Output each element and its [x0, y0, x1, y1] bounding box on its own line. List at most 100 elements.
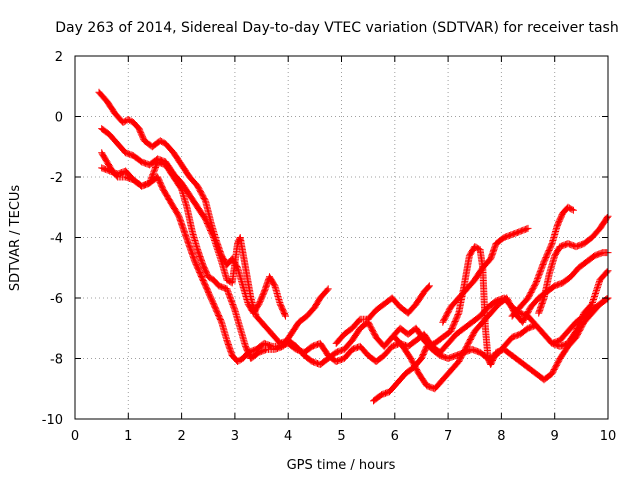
data-point	[527, 295, 542, 311]
data-point	[516, 325, 531, 338]
data-point	[284, 339, 299, 353]
data-point	[463, 277, 478, 293]
data-point	[130, 119, 142, 132]
data-point	[439, 304, 454, 326]
data-point	[266, 273, 278, 289]
data-point	[247, 349, 262, 362]
data-point	[524, 280, 539, 302]
data-marks	[95, 88, 612, 405]
data-point	[340, 347, 355, 362]
data-point	[239, 282, 252, 306]
data-point	[186, 243, 198, 264]
data-point	[447, 359, 462, 375]
data-point	[202, 215, 217, 240]
x-tick-label: 10	[600, 429, 617, 444]
y-tick-label: -2	[50, 171, 63, 186]
data-point	[364, 307, 379, 323]
data-point	[247, 294, 260, 319]
data-point	[553, 211, 566, 229]
data-point	[183, 203, 196, 234]
data-point	[535, 295, 548, 317]
data-point	[425, 282, 433, 290]
x-tick-label: 4	[284, 429, 292, 444]
data-point	[103, 97, 118, 116]
data-point	[431, 377, 446, 393]
data-point	[402, 364, 416, 378]
data-point	[479, 256, 494, 272]
data-point	[588, 277, 603, 308]
data-point	[106, 131, 121, 147]
data-point	[164, 194, 177, 210]
data-point	[199, 261, 212, 279]
series-trace-4	[98, 149, 612, 365]
data-point	[170, 173, 185, 192]
data-point	[372, 352, 387, 365]
y-axis-ticks: 2 0 -2 -4 -6 -8 -10	[42, 50, 608, 428]
data-point	[194, 246, 206, 267]
data-point	[124, 116, 136, 126]
data-point	[471, 243, 483, 253]
data-point	[204, 273, 216, 283]
y-tick-label: 0	[55, 111, 63, 126]
data-point	[156, 137, 168, 147]
data-point	[564, 203, 576, 213]
data-point	[316, 286, 331, 302]
series-trace-2	[98, 125, 612, 368]
data-point	[159, 185, 171, 201]
x-tick-label: 7	[444, 429, 452, 444]
data-point	[532, 259, 547, 287]
data-point	[191, 258, 204, 276]
data-point	[178, 179, 193, 198]
data-point	[332, 331, 347, 347]
data-point	[186, 191, 201, 210]
data-point	[420, 283, 433, 296]
data-point	[372, 301, 387, 314]
data-point	[436, 341, 451, 356]
data-point	[540, 371, 555, 384]
data-point	[556, 344, 571, 362]
x-tick-label: 0	[71, 429, 79, 444]
data-point	[218, 318, 230, 343]
data-point	[551, 244, 563, 260]
y-tick-label: 2	[55, 50, 63, 65]
data-point	[492, 234, 507, 248]
data-point	[460, 319, 475, 332]
data-point	[572, 320, 587, 341]
data-point	[114, 140, 129, 156]
data-point	[98, 164, 112, 174]
data-point	[407, 355, 422, 376]
data-point	[98, 149, 110, 165]
x-tick-label: 3	[231, 429, 239, 444]
data-point	[439, 368, 454, 384]
series-trace-7	[332, 282, 433, 347]
data-point	[447, 295, 462, 311]
data-point	[479, 310, 494, 326]
data-point	[548, 223, 561, 248]
data-point	[508, 228, 523, 238]
data-point	[186, 173, 201, 189]
data-point	[516, 295, 531, 311]
data-point	[540, 330, 555, 346]
data-point	[460, 253, 473, 290]
data-point	[234, 264, 246, 288]
data-point	[519, 304, 534, 326]
data-point	[596, 268, 611, 284]
data-point	[162, 140, 177, 156]
data-point	[210, 234, 225, 264]
data-point	[559, 274, 573, 287]
data-point	[223, 336, 236, 358]
y-axis-label: SDTVAR / TECUs	[8, 185, 23, 292]
data-point	[340, 325, 355, 338]
data-point	[236, 324, 249, 349]
y-tick-label: -4	[50, 232, 63, 247]
data-point	[468, 313, 483, 326]
data-point	[399, 342, 414, 361]
data-point	[239, 350, 251, 362]
data-point	[178, 161, 193, 180]
data-point	[583, 253, 597, 266]
data-point	[260, 321, 275, 337]
data-point	[380, 344, 395, 359]
data-point	[218, 258, 230, 282]
data-point	[162, 161, 177, 180]
